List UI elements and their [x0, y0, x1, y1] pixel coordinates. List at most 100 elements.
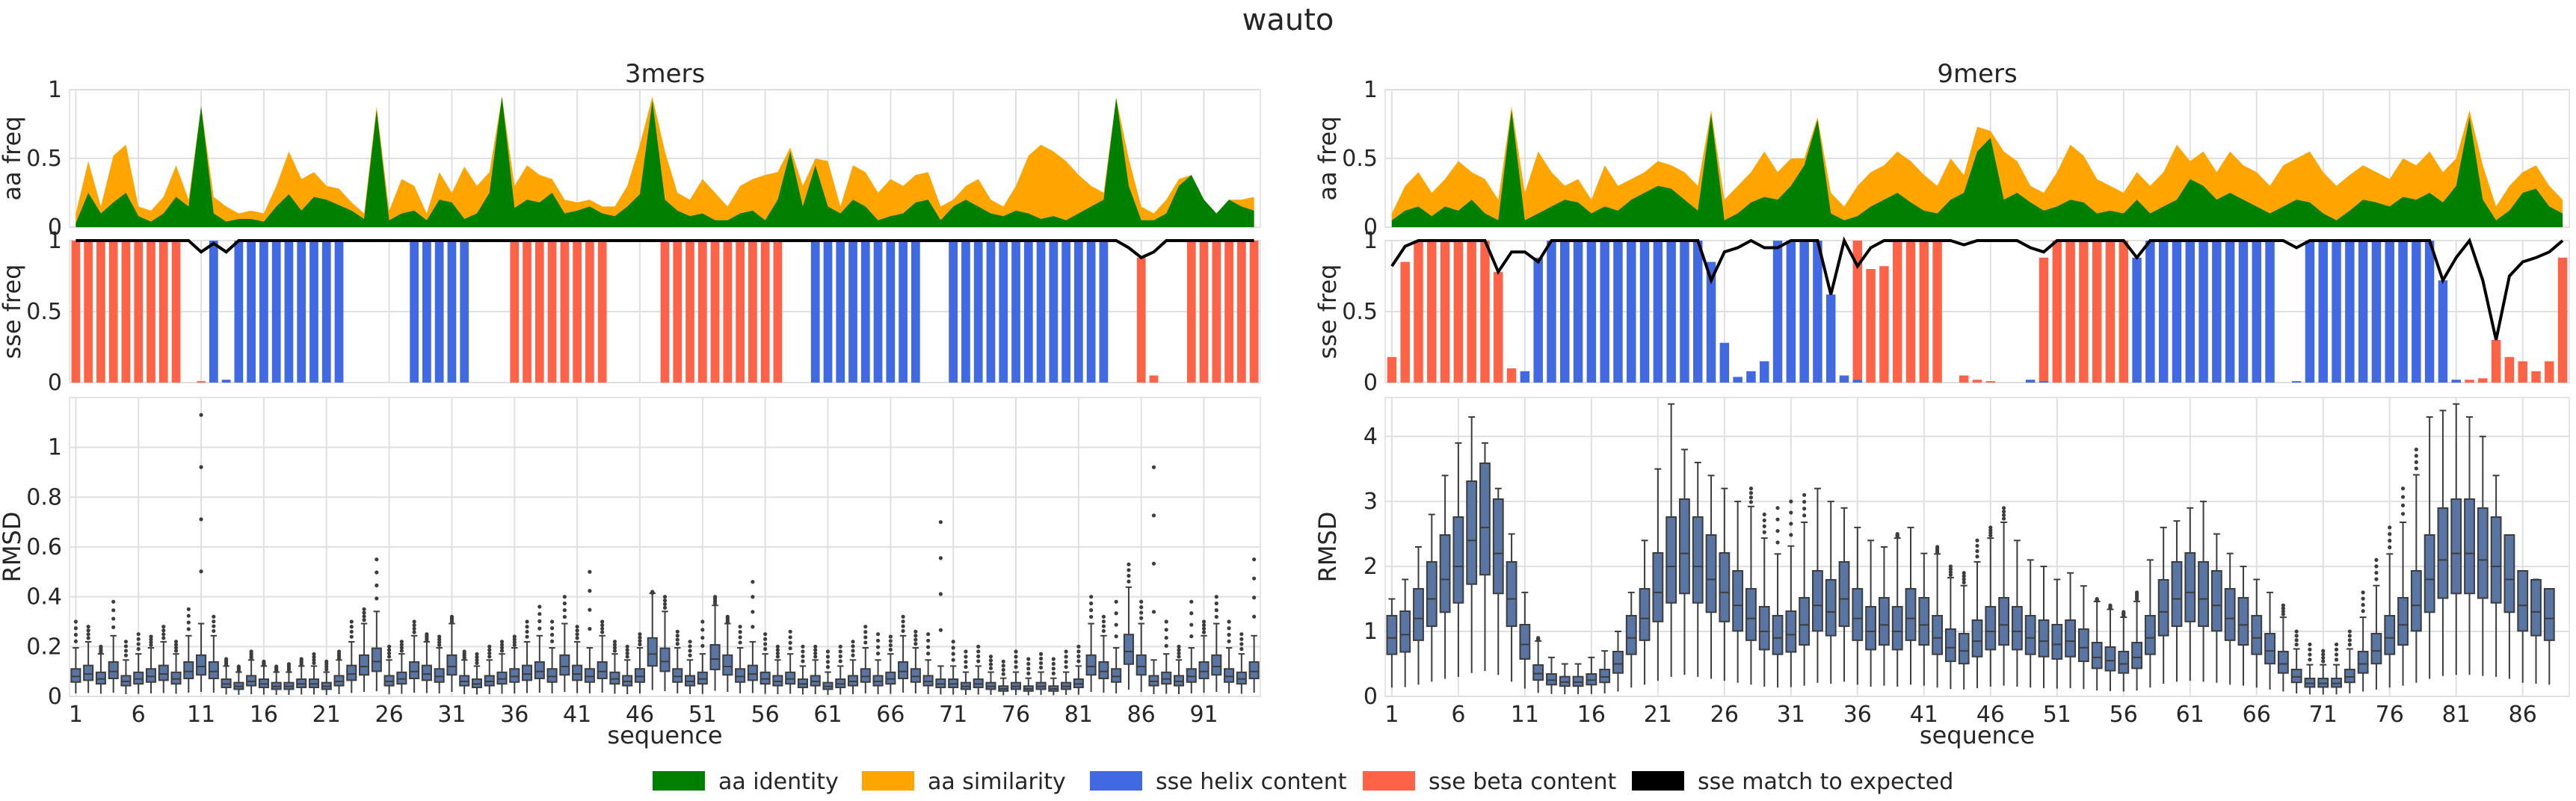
- rmsd-outlier: [2308, 652, 2312, 657]
- sse-helix-bar: [2438, 280, 2448, 383]
- rmsd-outlier: [801, 644, 805, 649]
- rmsd-outlier: [1975, 554, 1979, 559]
- rmsd-box: [1732, 570, 1744, 632]
- rmsd-box: [2157, 579, 2169, 637]
- rmsd-outlier: [851, 640, 855, 644]
- rmsd-outlier: [2388, 532, 2392, 536]
- sse-beta-bar: [723, 241, 733, 383]
- rmsd-box: [2397, 597, 2409, 646]
- x-tick-label: 86: [1127, 702, 1156, 728]
- rmsd-outlier: [2001, 516, 2006, 521]
- x-tick-label: 41: [1910, 702, 1938, 728]
- rmsd-outlier: [1227, 639, 1231, 643]
- rmsd-3mers-ytick-label: 0.8: [26, 484, 62, 510]
- rmsd-box: [1211, 654, 1222, 676]
- rmsd-9mers-ytick-label: 0: [1364, 684, 1378, 710]
- sse-helix-bar: [810, 241, 820, 383]
- rmsd-outlier: [1001, 659, 1005, 664]
- sse-beta-bar: [1972, 380, 1982, 383]
- rmsd-outlier: [1802, 513, 1807, 518]
- rmsd-outlier: [1252, 576, 1257, 581]
- rmsd-outlier: [1962, 577, 1966, 581]
- sse-beta-bar: [2491, 340, 2501, 383]
- sse-beta-bar: [1249, 241, 1259, 383]
- rmsd-outlier: [1014, 665, 1018, 669]
- rmsd-outlier: [901, 628, 905, 634]
- x-tick-label: 11: [1511, 702, 1539, 728]
- rmsd-outlier: [1089, 614, 1094, 619]
- rmsd-box: [1085, 654, 1097, 676]
- sse-beta-bar: [773, 241, 783, 383]
- rmsd-box: [1161, 671, 1172, 685]
- sse-helix-bar: [2358, 241, 2368, 383]
- rmsd-box: [509, 668, 520, 683]
- rmsd-outlier: [1975, 543, 1979, 548]
- rmsd-outlier: [851, 649, 855, 653]
- rmsd-box: [1666, 516, 1677, 604]
- sse-helix-bar: [1813, 241, 1822, 383]
- rmsd-outlier: [1038, 652, 1044, 656]
- rmsd-outlier: [525, 634, 529, 639]
- rmsd-box: [534, 661, 545, 679]
- rmsd-outlier: [938, 592, 943, 596]
- rmsd-outlier: [1214, 614, 1218, 619]
- rmsd-outlier: [675, 642, 680, 646]
- rmsd-outlier: [161, 632, 166, 637]
- rmsd-box: [1905, 588, 1917, 641]
- sse-beta-bar: [1480, 241, 1490, 383]
- rmsd-outlier: [1101, 624, 1106, 628]
- rmsd-outlier: [1127, 579, 1131, 584]
- rmsd-outlier: [926, 652, 931, 656]
- rmsd-3mers-ytick-label: 0.2: [26, 634, 62, 660]
- sse-helix-bar: [1825, 294, 1836, 383]
- rmsd-box: [1758, 606, 1770, 651]
- rmsd-outlier: [813, 648, 818, 652]
- sse-beta-bar: [1919, 241, 1929, 383]
- rmsd-box: [1123, 634, 1134, 665]
- rmsd-box: [2024, 615, 2036, 655]
- rmsd-outlier: [386, 644, 392, 649]
- rmsd-box: [1426, 561, 1438, 628]
- sse-helix-bar: [2345, 241, 2355, 383]
- rmsd-outlier: [1051, 667, 1056, 671]
- sse-helix-bar: [1746, 371, 1756, 383]
- rmsd-outlier: [123, 649, 129, 653]
- rmsd-box: [2464, 498, 2475, 595]
- rmsd-outlier: [662, 605, 668, 610]
- rmsd-box: [647, 637, 658, 667]
- rmsd-box: [1466, 480, 1478, 585]
- rmsd-outlier: [1038, 656, 1044, 661]
- rmsd-outlier: [863, 640, 868, 645]
- rmsd-box: [785, 671, 796, 685]
- rmsd-outlier: [588, 627, 592, 631]
- rmsd-outlier: [512, 643, 517, 647]
- rmsd-outlier: [2108, 603, 2113, 607]
- rmsd-outlier: [111, 608, 116, 613]
- rmsd-outlier: [475, 652, 479, 656]
- rmsd-box: [83, 664, 94, 681]
- sse-helix-bar: [1693, 241, 1703, 383]
- sse-helix-bar: [2412, 241, 2421, 383]
- sse-beta-bar: [1186, 241, 1196, 383]
- sse-beta-bar: [1959, 375, 1969, 383]
- rmsd-outlier: [537, 612, 542, 616]
- sse-beta-bar: [1852, 241, 1863, 383]
- rmsd-outlier: [2361, 590, 2365, 595]
- rmsd-outlier: [575, 625, 579, 629]
- rmsd-outlier: [2374, 557, 2379, 562]
- rmsd-outlier: [913, 642, 918, 646]
- rmsd-outlier: [487, 648, 492, 652]
- rmsd-outlier: [901, 624, 905, 628]
- rmsd-box: [2251, 615, 2263, 655]
- rmsd-outlier: [838, 649, 842, 654]
- rmsd-outlier: [588, 589, 592, 593]
- rmsd-outlier: [475, 658, 479, 662]
- sse-beta-bar: [2478, 378, 2488, 383]
- rmsd-outlier: [412, 630, 416, 634]
- rmsd-outlier: [976, 649, 981, 654]
- rmsd-outlier: [2321, 659, 2326, 664]
- rmsd-outlier: [688, 653, 692, 658]
- sse-beta-bar: [1224, 241, 1233, 383]
- sse-freq-9mers-ytick-label: 0.5: [1342, 299, 1378, 325]
